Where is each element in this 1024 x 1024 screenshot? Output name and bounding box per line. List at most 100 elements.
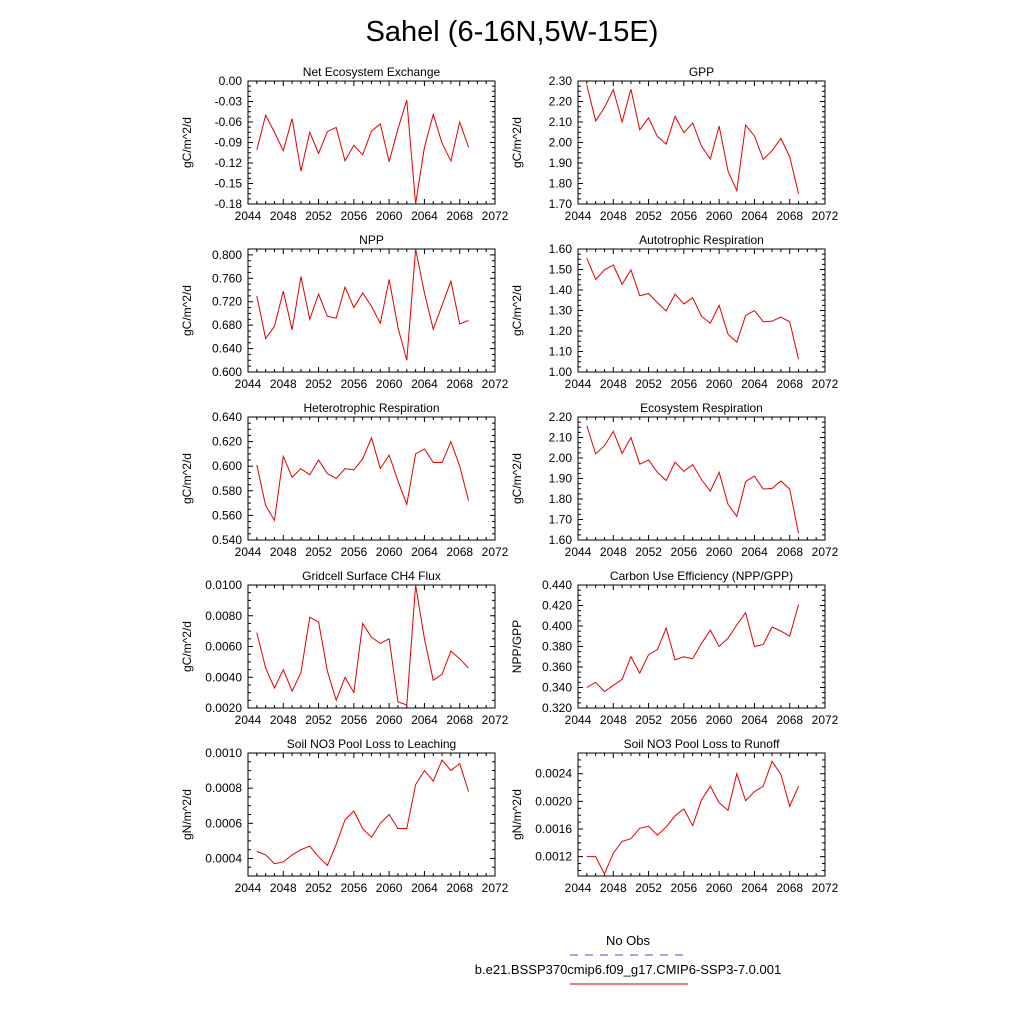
x-tick-label: 2052 <box>635 209 662 223</box>
legend-label-model: b.e21.BSSP370cmip6.f09_g17.CMIP6-SSP3-7.… <box>475 962 781 977</box>
y-tick-label: 1.90 <box>549 156 573 170</box>
y-axis-label: gN/m^2/d <box>180 789 194 840</box>
x-tick-label: 2072 <box>482 377 509 391</box>
chart-panel: Heterotrophic Respiration 2044 2048 2052 205… <box>180 401 509 559</box>
series-line <box>586 258 800 360</box>
x-tick-label: 2044 <box>565 377 592 391</box>
x-tick-label: 2056 <box>671 713 698 727</box>
y-tick-label: 1.70 <box>549 197 573 211</box>
x-tick-label: 2044 <box>565 713 592 727</box>
x-tick-label: 2068 <box>776 713 803 727</box>
x-tick-label: 2064 <box>411 545 438 559</box>
x-tick-label: 2052 <box>305 209 332 223</box>
y-tick-label: 0.0016 <box>535 822 572 836</box>
y-tick-label: 2.00 <box>549 136 573 150</box>
x-tick-label: 2052 <box>305 881 332 895</box>
y-tick-label: 0.380 <box>542 640 572 654</box>
y-axis-label: gC/m^2/d <box>510 285 524 336</box>
y-tick-label: 0.600 <box>212 459 242 473</box>
y-tick-label: 0.400 <box>542 619 572 633</box>
x-tick-label: 2048 <box>270 209 297 223</box>
x-tick-label: 2060 <box>706 881 733 895</box>
x-tick-label: 2056 <box>341 209 368 223</box>
x-tick-label: 2072 <box>812 881 839 895</box>
x-tick-label: 2060 <box>376 545 403 559</box>
chart-panel: Soil NO3 Pool Loss to Runoff 2044 2048 2052… <box>510 737 839 895</box>
x-tick-label: 2044 <box>565 545 592 559</box>
x-tick-label: 2044 <box>235 209 262 223</box>
x-tick-label: 2056 <box>671 881 698 895</box>
y-tick-label: 0.680 <box>212 318 242 332</box>
x-tick-label: 2052 <box>635 545 662 559</box>
x-tick-label: 2072 <box>812 209 839 223</box>
y-tick-label: 0.0080 <box>205 609 242 623</box>
y-axis-label: gC/m^2/d <box>180 117 194 168</box>
x-tick-label: 2048 <box>600 377 627 391</box>
x-tick-label: 2072 <box>812 545 839 559</box>
x-tick-label: 2060 <box>376 377 403 391</box>
y-tick-label: 0.0100 <box>205 578 242 592</box>
x-tick-label: 2064 <box>411 377 438 391</box>
x-tick-label: 2060 <box>376 209 403 223</box>
x-tick-label: 2044 <box>235 545 262 559</box>
x-tick-label: 2060 <box>706 377 733 391</box>
series-line <box>256 584 469 706</box>
y-tick-label: 2.10 <box>549 115 573 129</box>
plot-frame <box>247 416 496 541</box>
plot-frame <box>577 752 826 877</box>
y-tick-label: 0.600 <box>212 365 242 379</box>
series-line <box>586 425 800 534</box>
chart-panel: Carbon Use Efficiency (NPP/GPP) 2044 2048 2… <box>510 569 839 727</box>
chart-panel: Ecosystem Respiration 2044 2048 2052 2056 206… <box>510 401 839 559</box>
y-tick-label: 0.0006 <box>205 816 242 830</box>
chart-panel: Autotrophic Respiration 2044 2048 2052 2056 2… <box>510 233 839 391</box>
y-tick-label: -0.03 <box>215 95 243 109</box>
x-tick-label: 2056 <box>671 377 698 391</box>
panel-title: GPP <box>689 65 714 79</box>
plot-frame <box>577 248 826 373</box>
y-tick-label: 0.0020 <box>535 794 572 808</box>
y-tick-label: 0.0040 <box>205 670 242 684</box>
x-tick-label: 2072 <box>482 545 509 559</box>
chart-panel: Gridcell Surface CH4 Flux 2044 2048 2052 205… <box>180 569 509 727</box>
series-line <box>256 759 470 867</box>
x-tick-label: 2052 <box>635 881 662 895</box>
y-tick-label: 1.60 <box>549 533 573 547</box>
y-axis-label: NPP/GPP <box>510 620 524 673</box>
x-tick-label: 2048 <box>270 881 297 895</box>
y-tick-label: 0.340 <box>542 681 572 695</box>
x-tick-label: 2064 <box>741 209 768 223</box>
x-tick-label: 2048 <box>270 377 297 391</box>
legend: No Obs b.e21.BSSP370cmip6.f09_g17.CMIP6-… <box>475 933 781 985</box>
y-tick-label: 0.540 <box>212 533 242 547</box>
y-tick-label: 2.10 <box>549 431 573 445</box>
legend-label-no-obs: No Obs <box>606 933 651 948</box>
y-axis-label: gC/m^2/d <box>180 621 194 672</box>
y-axis-label: gN/m^2/d <box>510 789 524 840</box>
x-tick-label: 2068 <box>446 881 473 895</box>
page-title: Sahel (6-16N,5W-15E) <box>366 16 659 48</box>
x-tick-label: 2068 <box>776 209 803 223</box>
x-tick-label: 2048 <box>270 713 297 727</box>
chart-panel: Soil NO3 Pool Loss to Leaching 2044 2048 20… <box>180 737 509 895</box>
x-tick-label: 2064 <box>741 377 768 391</box>
y-tick-label: 1.40 <box>549 283 573 297</box>
y-tick-label: -0.09 <box>215 136 243 150</box>
y-tick-label: 0.0012 <box>535 850 572 864</box>
y-tick-label: 0.0060 <box>205 640 242 654</box>
x-tick-label: 2064 <box>741 881 768 895</box>
panel-title: NPP <box>359 233 384 247</box>
y-tick-label: 0.640 <box>212 342 242 356</box>
y-tick-label: -0.12 <box>215 156 243 170</box>
series-line <box>586 760 799 876</box>
y-tick-label: 0.760 <box>212 271 242 285</box>
x-tick-label: 2048 <box>600 881 627 895</box>
y-tick-label: 1.00 <box>549 365 573 379</box>
x-tick-label: 2044 <box>235 377 262 391</box>
series-line <box>586 84 800 194</box>
x-tick-label: 2048 <box>600 713 627 727</box>
x-tick-label: 2052 <box>305 377 332 391</box>
chart-panel: Net Ecosystem Exchange 2044 2048 2052 2056 20… <box>180 65 509 223</box>
x-tick-label: 2056 <box>341 881 368 895</box>
x-tick-label: 2068 <box>446 377 473 391</box>
